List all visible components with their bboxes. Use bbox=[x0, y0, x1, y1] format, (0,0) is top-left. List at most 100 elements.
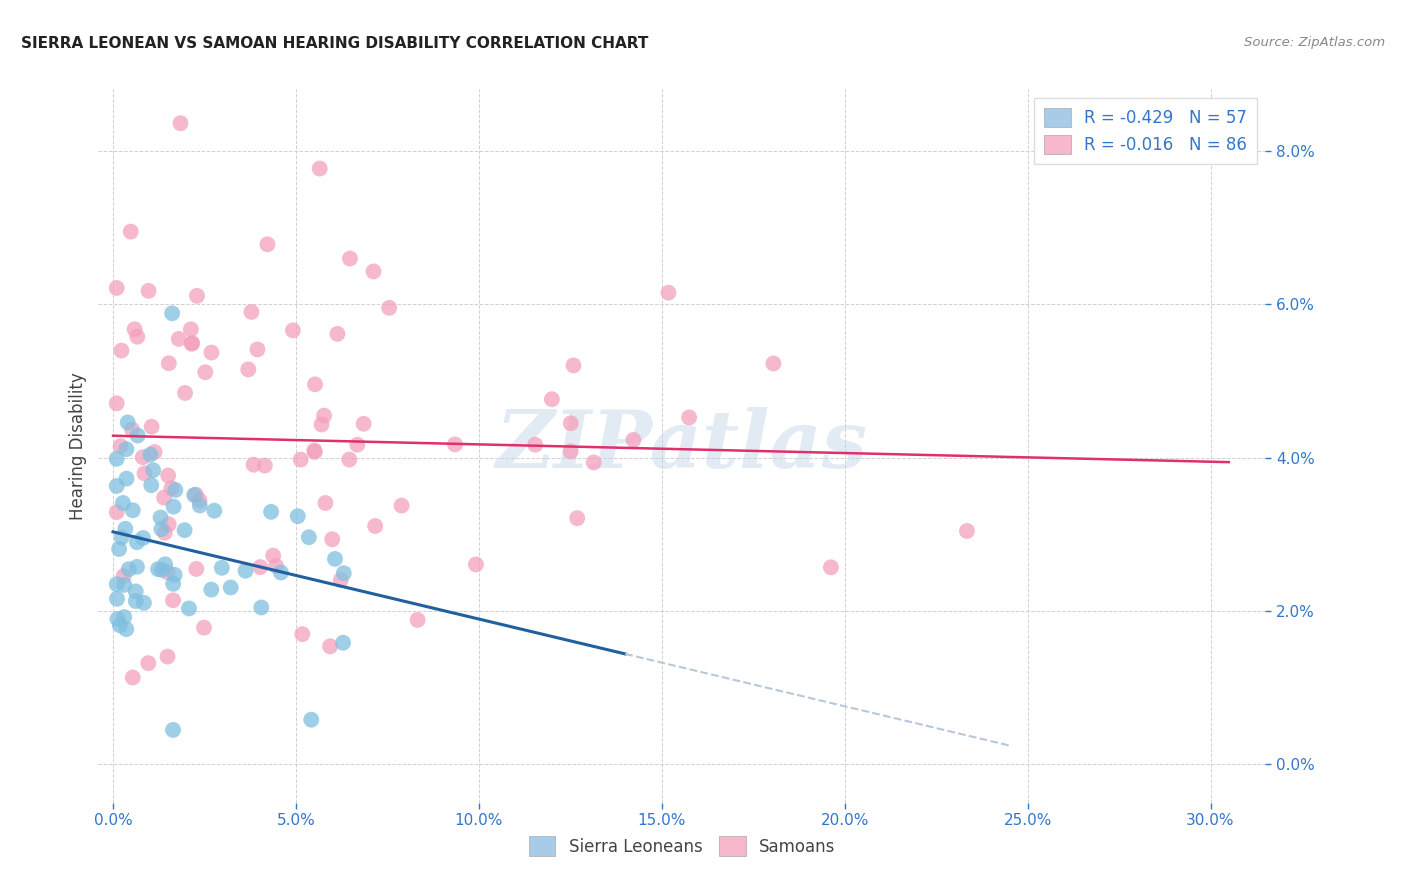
Point bbox=[162, 723, 184, 737]
Point bbox=[157, 517, 180, 532]
Point bbox=[138, 284, 160, 298]
Point bbox=[134, 467, 156, 481]
Point bbox=[157, 468, 180, 483]
Point bbox=[353, 417, 375, 431]
Point bbox=[180, 322, 202, 336]
Point bbox=[465, 558, 488, 572]
Point bbox=[623, 433, 645, 447]
Point bbox=[319, 640, 342, 654]
Point bbox=[108, 541, 131, 556]
Point bbox=[364, 519, 387, 533]
Point bbox=[219, 581, 242, 595]
Point bbox=[332, 566, 354, 581]
Point bbox=[121, 423, 143, 437]
Point bbox=[115, 442, 138, 456]
Point bbox=[121, 503, 143, 517]
Point bbox=[311, 417, 333, 432]
Point bbox=[378, 301, 401, 315]
Point bbox=[541, 392, 564, 407]
Point bbox=[142, 463, 165, 477]
Point bbox=[956, 524, 979, 538]
Point bbox=[153, 558, 176, 572]
Text: ZIPatlas: ZIPatlas bbox=[496, 408, 868, 484]
Point bbox=[186, 562, 208, 576]
Point bbox=[125, 594, 148, 608]
Point bbox=[560, 444, 582, 458]
Text: Source: ZipAtlas.com: Source: ZipAtlas.com bbox=[1244, 36, 1385, 49]
Point bbox=[200, 345, 222, 359]
Point bbox=[363, 264, 385, 278]
Point bbox=[323, 552, 346, 566]
Point bbox=[242, 458, 264, 472]
Point bbox=[253, 458, 276, 473]
Point bbox=[110, 439, 132, 453]
Point bbox=[250, 600, 273, 615]
Point bbox=[124, 322, 146, 336]
Point bbox=[127, 428, 149, 442]
Point bbox=[132, 531, 155, 545]
Point bbox=[125, 559, 148, 574]
Point bbox=[112, 610, 135, 624]
Point bbox=[156, 649, 179, 664]
Point bbox=[132, 450, 155, 465]
Point bbox=[188, 499, 211, 513]
Point bbox=[249, 560, 271, 574]
Point bbox=[127, 329, 149, 343]
Point bbox=[141, 478, 163, 492]
Point bbox=[287, 509, 309, 524]
Point bbox=[121, 671, 143, 685]
Point bbox=[115, 472, 138, 486]
Point bbox=[156, 566, 179, 580]
Point bbox=[143, 445, 166, 459]
Point bbox=[308, 161, 330, 176]
Point bbox=[174, 386, 197, 401]
Point bbox=[567, 511, 589, 525]
Point bbox=[110, 343, 132, 358]
Point bbox=[139, 448, 162, 462]
Point bbox=[181, 336, 204, 351]
Y-axis label: Hearing Disability: Hearing Disability bbox=[69, 372, 87, 520]
Point bbox=[281, 323, 304, 337]
Point bbox=[184, 488, 207, 502]
Point bbox=[560, 416, 582, 430]
Point bbox=[136, 656, 159, 670]
Point bbox=[264, 559, 287, 574]
Point bbox=[105, 396, 128, 410]
Point bbox=[153, 491, 176, 505]
Point bbox=[260, 505, 283, 519]
Point bbox=[262, 549, 284, 563]
Point bbox=[167, 332, 190, 346]
Point bbox=[141, 419, 163, 434]
Point bbox=[332, 636, 354, 650]
Point bbox=[194, 365, 217, 379]
Text: SIERRA LEONEAN VS SAMOAN HEARING DISABILITY CORRELATION CHART: SIERRA LEONEAN VS SAMOAN HEARING DISABIL… bbox=[21, 36, 648, 51]
Point bbox=[312, 409, 335, 423]
Point bbox=[346, 438, 368, 452]
Point bbox=[114, 522, 136, 536]
Point bbox=[657, 285, 679, 300]
Point bbox=[117, 416, 139, 430]
Point bbox=[160, 481, 183, 495]
Point bbox=[163, 567, 186, 582]
Point bbox=[820, 560, 842, 574]
Point bbox=[329, 573, 352, 587]
Point bbox=[235, 564, 257, 578]
Point bbox=[211, 561, 233, 575]
Point bbox=[326, 326, 349, 341]
Point bbox=[193, 621, 215, 635]
Point bbox=[186, 289, 208, 303]
Point bbox=[291, 627, 314, 641]
Point bbox=[162, 576, 184, 591]
Point bbox=[107, 612, 129, 626]
Point bbox=[177, 601, 200, 615]
Point bbox=[337, 452, 360, 467]
Point bbox=[304, 377, 326, 392]
Point bbox=[246, 343, 269, 357]
Point bbox=[304, 445, 326, 459]
Point bbox=[298, 530, 321, 544]
Point bbox=[125, 535, 148, 549]
Point bbox=[153, 525, 176, 540]
Point bbox=[160, 306, 183, 320]
Point bbox=[169, 116, 191, 130]
Point bbox=[150, 563, 173, 577]
